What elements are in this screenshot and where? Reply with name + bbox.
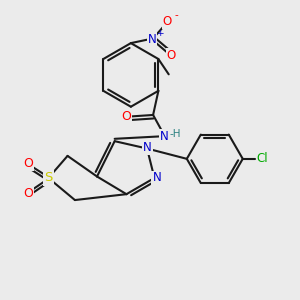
Text: N: N	[152, 172, 161, 184]
Text: N: N	[148, 33, 156, 46]
Text: O: O	[121, 110, 131, 123]
Text: O: O	[163, 15, 172, 28]
Text: O: O	[23, 157, 33, 170]
Text: O: O	[167, 49, 176, 62]
Text: S: S	[44, 172, 52, 184]
Text: N: N	[160, 130, 169, 143]
Text: +: +	[157, 28, 164, 38]
Text: -H: -H	[170, 129, 181, 139]
Text: O: O	[23, 187, 33, 200]
Text: N: N	[143, 141, 152, 154]
Text: -: -	[174, 11, 178, 20]
Text: Cl: Cl	[257, 152, 268, 165]
